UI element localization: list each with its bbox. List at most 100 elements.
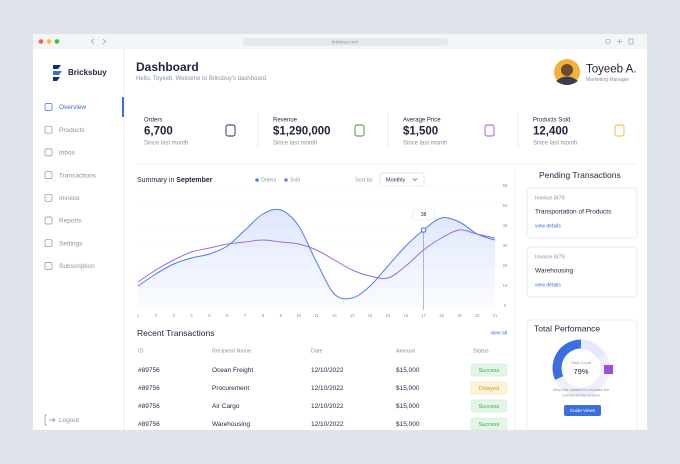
column-header: Recipient Name bbox=[212, 348, 251, 354]
pending-list: Invoice 8/79 Transportation of Products vi… bbox=[526, 187, 638, 298]
x-tick-label: 3 bbox=[173, 313, 176, 318]
url-bar[interactable] bbox=[243, 38, 448, 46]
performance-note: Keep this updated to increase the bbox=[553, 388, 610, 392]
cell: $15,000 bbox=[396, 421, 420, 428]
nav-item[interactable]: Reports bbox=[59, 218, 83, 225]
page-title: Dashboard bbox=[136, 60, 199, 74]
active-indicator bbox=[122, 97, 124, 117]
status-badge bbox=[470, 363, 508, 377]
column-header: ID bbox=[138, 348, 144, 354]
legend-dot bbox=[255, 178, 259, 182]
url: briksbuy.com bbox=[332, 39, 358, 44]
tooltip bbox=[412, 208, 435, 221]
y-tick-label: 10 bbox=[503, 283, 508, 288]
cell: Ocean Freight bbox=[212, 367, 253, 374]
details-link[interactable]: view details bbox=[535, 282, 561, 288]
nav-arrows[interactable] bbox=[90, 38, 107, 45]
line bbox=[137, 208, 496, 300]
x-tick-label: 13 bbox=[350, 313, 355, 318]
stat-note: Since last month bbox=[273, 141, 317, 147]
x-tick-label: 5 bbox=[208, 313, 211, 318]
guide-button-label: Guide Views bbox=[570, 408, 596, 413]
stat-value: $1,290,000 bbox=[273, 126, 331, 138]
close-dot[interactable] bbox=[38, 39, 44, 44]
stat-value: $1,500 bbox=[403, 126, 438, 138]
pending-name: Warehousing bbox=[535, 268, 573, 275]
invoice-number: Invoice 8/79 bbox=[535, 254, 565, 260]
x-tick-label: 4 bbox=[190, 313, 193, 318]
status: Success bbox=[479, 368, 500, 374]
sort-label: Sort by: bbox=[355, 177, 374, 183]
y-tick-label: 30 bbox=[503, 243, 508, 248]
cell: Warehousing bbox=[212, 421, 250, 428]
cell: 12/10/2022 bbox=[311, 421, 344, 428]
nav-icon bbox=[44, 262, 53, 270]
summary-month: September bbox=[176, 177, 212, 184]
cell: 12/10/2022 bbox=[311, 403, 344, 410]
legend-label: Sold bbox=[290, 178, 300, 184]
stat-label: Revenue bbox=[273, 118, 298, 124]
pending-card[interactable] bbox=[526, 187, 638, 239]
status-badge bbox=[470, 381, 508, 395]
cell: #89756 bbox=[138, 385, 160, 392]
legend-label: Orders bbox=[261, 178, 277, 184]
cell: 12/10/2022 bbox=[311, 385, 344, 392]
performance-card bbox=[526, 319, 638, 446]
y-tick-label: 50 bbox=[503, 203, 508, 208]
nav-item[interactable]: Invoice bbox=[59, 195, 80, 202]
x-tick-label: 16 bbox=[403, 313, 408, 318]
nav: Overview Products Inbox Transactions Invoice… bbox=[44, 103, 97, 270]
x-tick-label: 15 bbox=[386, 313, 391, 318]
y-tick-label: 0 bbox=[504, 303, 507, 308]
nav-item[interactable]: Subscription bbox=[59, 263, 95, 270]
y-tick-label: 40 bbox=[503, 223, 508, 228]
nav-item[interactable]: Settings bbox=[59, 240, 83, 247]
details-link[interactable]: view details bbox=[535, 223, 561, 229]
user-name: Toyeeb A. bbox=[586, 64, 637, 76]
cell: $15,000 bbox=[396, 403, 420, 410]
guide-button[interactable] bbox=[564, 405, 601, 416]
status: Delayed bbox=[479, 386, 499, 392]
minimize-dot[interactable] bbox=[46, 39, 52, 44]
nav-item[interactable]: Transactions bbox=[59, 172, 97, 179]
stat-value: 6,700 bbox=[144, 126, 173, 138]
performance-donut bbox=[552, 339, 613, 397]
browser-tools[interactable] bbox=[605, 38, 634, 45]
x-tick-label: 6 bbox=[226, 313, 229, 318]
x-tick-label: 11 bbox=[314, 313, 319, 318]
brand-logo bbox=[53, 65, 62, 81]
stat-icon bbox=[614, 124, 625, 137]
logout-icon bbox=[44, 414, 56, 426]
view-all[interactable]: view all bbox=[491, 330, 507, 336]
legend-dot bbox=[284, 178, 288, 182]
nav-item[interactable]: Products bbox=[59, 127, 85, 134]
avatar[interactable] bbox=[554, 59, 580, 85]
stat-note: Since last month bbox=[403, 141, 447, 147]
column-header: Status bbox=[473, 348, 489, 354]
nav-icon bbox=[44, 193, 53, 202]
cell: #89756 bbox=[138, 421, 160, 428]
pending-card[interactable] bbox=[526, 246, 638, 298]
performance-note: number of interactions bbox=[562, 394, 600, 398]
x-tick-label: 14 bbox=[368, 313, 373, 318]
summary-title: Summary in September bbox=[137, 177, 213, 184]
nav-item[interactable]: Overview bbox=[59, 104, 86, 111]
x-tick-label: 10 bbox=[296, 313, 301, 318]
area bbox=[138, 209, 495, 306]
column-header: Date bbox=[311, 348, 323, 354]
nav-item[interactable]: Inbox bbox=[59, 150, 76, 157]
cell: Procurement bbox=[212, 385, 249, 392]
status: Success bbox=[479, 404, 500, 410]
nav-icon bbox=[44, 103, 53, 111]
stat-icon bbox=[484, 124, 495, 137]
highlight-point bbox=[420, 227, 427, 233]
maximize-dot[interactable] bbox=[54, 39, 60, 44]
line bbox=[137, 229, 496, 283]
tooltip-value: 38 bbox=[421, 212, 427, 218]
x-tick-label: 20 bbox=[475, 313, 480, 318]
cell: 12/10/2022 bbox=[311, 367, 344, 374]
logout[interactable]: Logout bbox=[59, 417, 79, 424]
summary-label: Summary in bbox=[137, 177, 174, 184]
